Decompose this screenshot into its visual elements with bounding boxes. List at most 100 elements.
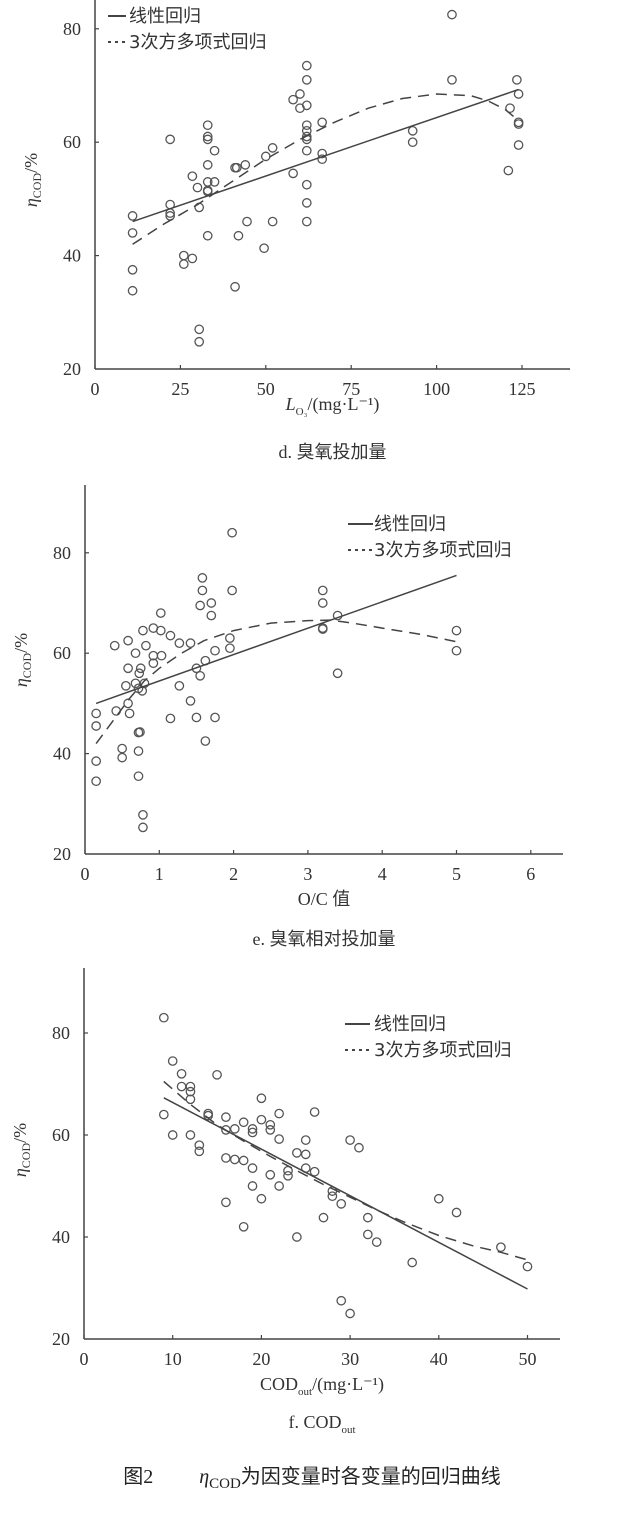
data-point <box>197 573 208 583</box>
data-point <box>283 1170 293 1181</box>
data-point <box>187 171 198 182</box>
data-point <box>123 698 133 709</box>
data-point <box>210 645 220 656</box>
data-point <box>111 706 122 716</box>
x-tick-label: 100 <box>423 379 450 399</box>
data-point <box>288 168 298 179</box>
y-tick-label: 40 <box>63 246 81 266</box>
x-tick-label: 0 <box>80 1349 89 1369</box>
data-point <box>292 1148 302 1158</box>
x-axis-label: O/C 值 <box>298 889 351 909</box>
data-point <box>301 198 312 208</box>
data-point <box>274 1181 284 1191</box>
data-point <box>127 211 138 221</box>
data-point <box>371 1237 382 1247</box>
x-tick-label: 0 <box>81 864 90 884</box>
data-point <box>247 1181 258 1191</box>
data-point <box>317 585 328 596</box>
data-point <box>117 743 128 754</box>
data-point <box>109 640 120 651</box>
x-tick-label: 3 <box>303 864 312 884</box>
data-point <box>407 1257 418 1268</box>
data-point <box>200 736 211 746</box>
data-point <box>117 752 128 763</box>
data-point <box>247 1124 258 1134</box>
data-point <box>127 228 138 238</box>
data-point <box>256 1114 267 1125</box>
data-point <box>138 625 148 636</box>
data-point <box>185 1130 196 1140</box>
data-point <box>345 1308 355 1319</box>
data-point <box>202 160 213 170</box>
x-tick-label: 20 <box>252 1349 270 1369</box>
chart-panel-f: 0 10 20 30 40 50 20 40 60 80 ηCOD/% CODout/(mg·L⁻¹)… <box>0 960 624 1440</box>
data-point <box>354 1142 364 1153</box>
data-point <box>158 1012 169 1023</box>
scatter-chart-f: 0 10 20 30 40 50 20 40 60 80 ηCOD/% CODout/(mg·L⁻¹)… <box>10 968 560 1436</box>
data-point <box>202 131 213 142</box>
data-point <box>134 668 145 679</box>
x-tick-label: 10 <box>164 1349 182 1369</box>
data-point <box>123 635 133 646</box>
data-point <box>206 598 217 608</box>
data-point <box>233 230 244 241</box>
data-point <box>227 527 237 538</box>
data-point <box>209 177 220 187</box>
x-axis-label: CODout/(mg·L⁻¹) <box>260 1374 384 1398</box>
data-point <box>317 148 328 159</box>
data-point <box>231 162 242 173</box>
x-tick-label: 4 <box>378 864 387 884</box>
x-tick-label: 30 <box>341 1349 359 1369</box>
data-point <box>165 713 176 724</box>
data-point <box>318 1212 329 1223</box>
data-point <box>178 259 189 269</box>
data-point <box>155 608 166 618</box>
data-point <box>202 230 213 241</box>
eta-symbol: η <box>199 1466 210 1488</box>
data-point <box>165 630 176 641</box>
data-point <box>238 1117 249 1128</box>
x-tick-label: 5 <box>452 864 461 884</box>
data-point <box>165 134 176 145</box>
y-tick-label: 40 <box>52 1227 70 1247</box>
y-tick-label: 60 <box>53 643 71 663</box>
data-point <box>265 1119 276 1130</box>
data-point <box>221 1197 231 1208</box>
data-point <box>135 663 146 674</box>
data-point <box>522 1261 533 1272</box>
x-tick-label: 25 <box>171 379 189 399</box>
data-point <box>195 670 206 681</box>
x-tick-label: 6 <box>526 864 535 884</box>
data-point <box>230 281 240 292</box>
y-tick-label: 20 <box>52 1329 70 1349</box>
data-point <box>301 134 312 145</box>
linear-regression-line <box>95 574 457 705</box>
data-point <box>267 143 278 153</box>
x-tick-label: 0 <box>91 379 100 399</box>
figure-number: 图2 <box>123 1466 154 1488</box>
eta-subscript: COD <box>209 1476 241 1492</box>
cubic-regression-curve <box>163 1080 528 1261</box>
data-point <box>185 1081 196 1092</box>
data-point <box>309 1107 320 1117</box>
data-point <box>301 74 312 85</box>
data-point <box>206 610 217 621</box>
data-point <box>513 119 524 129</box>
data-point <box>133 771 144 782</box>
x-tick-label: 50 <box>519 1349 537 1369</box>
data-point <box>317 598 328 608</box>
data-point <box>176 1068 187 1079</box>
data-point <box>451 625 462 636</box>
data-point <box>229 1154 240 1165</box>
chart-panel-e: 0 1 2 3 4 5 6 20 40 60 80 ηCOD/% O/C 值 e. 臭氧相对投加量 线性回归… <box>0 480 624 960</box>
x-tick-label: 40 <box>430 1349 448 1369</box>
data-point <box>433 1193 444 1204</box>
data-point <box>221 1112 231 1122</box>
y-tick-label: 80 <box>63 19 81 39</box>
data-point <box>447 74 457 85</box>
legend-cubic-label: 3次方多项式回归 <box>374 540 511 561</box>
y-tick-label: 20 <box>63 359 81 379</box>
data-point <box>301 131 312 142</box>
data-point <box>407 137 418 148</box>
data-point <box>332 668 343 679</box>
